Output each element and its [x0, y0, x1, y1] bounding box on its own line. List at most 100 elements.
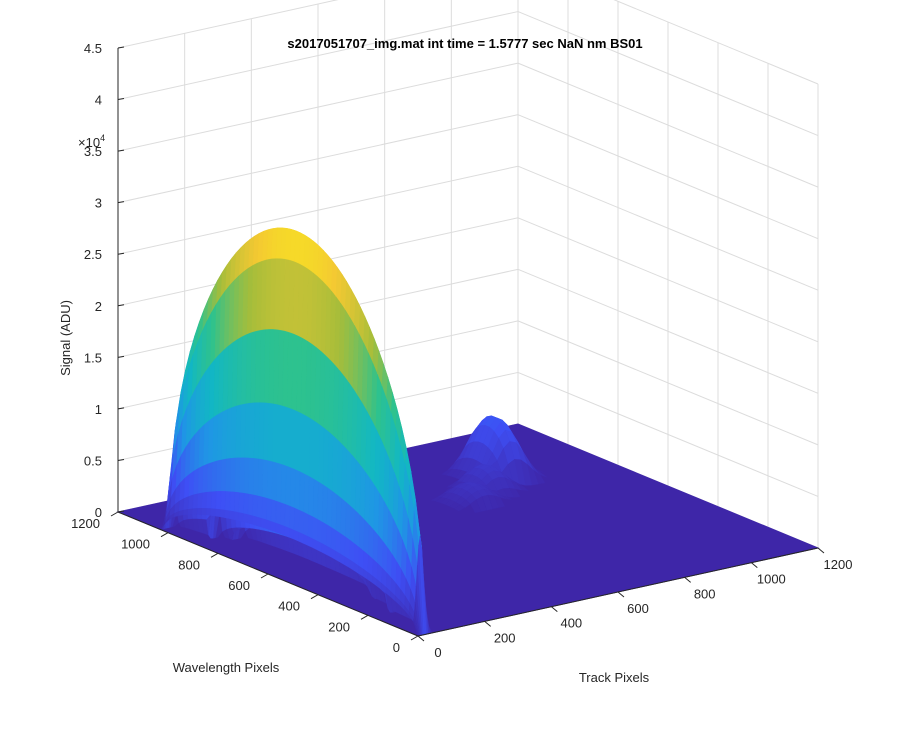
x-tick-mark — [617, 591, 625, 598]
z-tick-mark — [117, 149, 125, 152]
x-tick-mark — [751, 562, 758, 569]
surface-patch — [293, 507, 300, 533]
surface-patch — [275, 522, 281, 534]
y-tick-mark — [210, 552, 219, 558]
z-tick-mark — [117, 201, 125, 204]
y-tick-label: 400 — [278, 599, 300, 614]
surface-patch — [307, 514, 314, 539]
surface-patch — [316, 519, 323, 544]
surface-patch — [288, 527, 295, 540]
surface-patch — [349, 539, 355, 563]
y-tick-mark — [260, 573, 269, 579]
grid-line — [517, 62, 819, 188]
z-tick-mark — [117, 252, 125, 255]
z-tick-label: 0.5 — [84, 453, 102, 468]
axis-layer — [110, 46, 825, 642]
surface-patch — [302, 533, 309, 546]
surface-patch — [196, 508, 203, 515]
surface-patch — [265, 519, 272, 531]
surface-layer — [116, 227, 820, 637]
surface-patch — [353, 543, 360, 567]
grid-line — [117, 0, 339, 49]
z-exponent-label: ×104 — [78, 133, 105, 150]
surface-patch — [261, 496, 268, 521]
x-tick-label: 400 — [560, 616, 582, 631]
x-tick-label: 0 — [434, 645, 441, 660]
surface-patch — [266, 498, 272, 522]
grid-line — [117, 11, 519, 101]
surface-patch — [187, 508, 194, 515]
z-tick-label: 2.5 — [84, 247, 102, 262]
surface-patch — [289, 505, 295, 531]
surface-patch — [307, 536, 313, 548]
y-tick-label: 1200 — [71, 516, 100, 531]
surface-patch — [330, 527, 337, 552]
surface-patch — [335, 530, 341, 555]
grid-line — [613, 0, 819, 85]
surface-patch — [219, 509, 226, 518]
surface-patch — [470, 499, 482, 513]
surface-patch — [197, 492, 203, 509]
surface-patch — [293, 529, 299, 542]
y-tick-label: 1000 — [121, 537, 150, 552]
z-tick-mark — [117, 46, 125, 49]
surface-patch — [215, 491, 222, 510]
grid-line — [517, 320, 819, 446]
y-tick-mark — [360, 614, 369, 620]
surface-patch — [256, 516, 263, 528]
surface-patch — [326, 524, 332, 549]
surface-patch — [247, 493, 254, 517]
grid-line — [517, 268, 819, 394]
surface-patch — [238, 512, 244, 523]
x-tick-mark — [417, 635, 425, 642]
surface-patch — [252, 494, 259, 518]
surface-patch — [243, 492, 249, 515]
surface-patch — [201, 491, 208, 509]
y-axis-label: Wavelength Pixels — [173, 660, 280, 675]
z-tick-label: 2 — [95, 299, 102, 314]
z-tick-mark — [117, 510, 125, 513]
z-tick-label: 4 — [95, 93, 102, 108]
surface-patch — [210, 508, 217, 517]
z-tick-label: 0 — [95, 505, 102, 520]
z-tick-mark — [117, 304, 125, 307]
x-tick-label: 800 — [694, 586, 716, 601]
grid-line — [517, 11, 819, 137]
surface-patch — [303, 511, 309, 537]
z-tick-label: 3 — [95, 196, 102, 211]
grid-line — [517, 371, 819, 497]
x-tick-mark — [484, 620, 491, 627]
surface-patch — [344, 536, 351, 560]
z-tick-mark — [117, 458, 125, 461]
z-tick-label: 4.5 — [84, 41, 102, 56]
surface-patch — [284, 526, 290, 538]
surface-patch — [188, 494, 194, 510]
surface-patch — [257, 495, 263, 519]
surface-patch — [192, 508, 198, 515]
surface-patch — [233, 511, 240, 521]
z-tick-label: 1 — [95, 402, 102, 417]
surface-patch — [192, 493, 199, 509]
surface-patch — [275, 500, 282, 525]
x-tick-mark — [684, 576, 691, 583]
x-axis-label: Track Pixels — [579, 670, 650, 685]
surface-patch — [339, 533, 346, 557]
surface-patch — [211, 491, 217, 510]
surface-patch — [224, 491, 231, 512]
y-tick-label: 0 — [393, 640, 400, 655]
surface-patch — [201, 508, 207, 516]
surface-patch — [242, 513, 249, 524]
surface-patch — [279, 524, 286, 536]
surface-patch — [220, 491, 226, 511]
y-tick-label: 800 — [178, 557, 200, 572]
surface-patch — [362, 550, 369, 573]
surface-patch — [238, 492, 245, 514]
grid-line — [517, 217, 819, 343]
z-tick-mark — [117, 355, 125, 358]
chart-title: s2017051707_img.mat int time = 1.5777 se… — [287, 36, 642, 51]
y-tick-mark — [110, 511, 119, 517]
surface-patch — [206, 491, 213, 509]
z-axis-label: Signal (ADU) — [58, 300, 73, 376]
grid-line — [517, 165, 819, 291]
